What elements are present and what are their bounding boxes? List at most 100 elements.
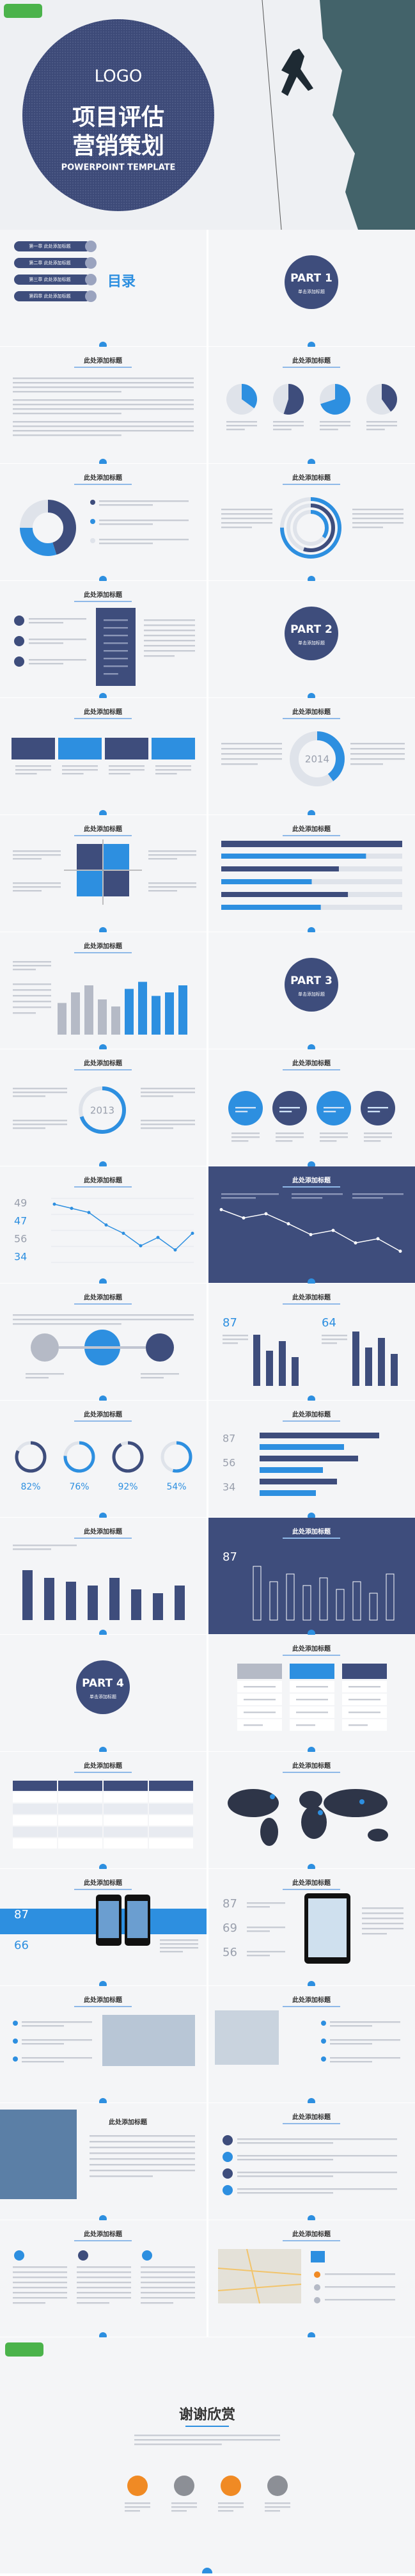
slide-title: 此处添加标题 [292, 2113, 331, 2121]
text-placeholder [29, 622, 63, 624]
slide-title: 此处添加标题 [292, 473, 331, 482]
social-icon [174, 2476, 194, 2496]
table-cell [13, 1815, 57, 1825]
text-placeholder [221, 1197, 256, 1199]
agenda-text: 第三章 此处添加标题 [29, 276, 70, 282]
slide-title: 此处添加标题 [84, 473, 123, 482]
continent [228, 1789, 279, 1817]
ring-center: 2013 [90, 1105, 114, 1117]
bar [386, 1573, 395, 1621]
bar [178, 985, 187, 1035]
text-placeholder [13, 408, 194, 410]
text-placeholder [99, 500, 189, 502]
text-placeholder [144, 635, 195, 637]
slide-title: 此处添加标题 [84, 1410, 123, 1419]
bullet [13, 2056, 18, 2062]
text-placeholder [247, 1951, 285, 1953]
agenda-item [14, 274, 91, 285]
continent [301, 1806, 327, 1839]
text-placeholder [13, 965, 51, 967]
text-placeholder [247, 1930, 270, 1932]
text-placeholder [22, 2025, 64, 2027]
figure: 87 [223, 1433, 235, 1445]
subtitle-placeholder [283, 2123, 340, 2124]
text-placeholder [144, 619, 195, 621]
figure: 64 [322, 1316, 336, 1330]
text-placeholder [237, 2138, 397, 2140]
text-placeholder [352, 522, 403, 524]
slide: 此处添加标题 [208, 464, 415, 584]
slide: 此处添加标题 [0, 581, 207, 701]
matrix-cell [77, 871, 102, 896]
text-placeholder [320, 421, 350, 423]
icon [142, 2250, 152, 2261]
table-cell [58, 1781, 102, 1791]
block [12, 738, 55, 759]
subtitle-placeholder [74, 1420, 132, 1422]
text-placeholder [155, 773, 177, 775]
text-placeholder [160, 1943, 198, 1945]
text-placeholder [26, 1377, 49, 1379]
text-placeholder [279, 1107, 300, 1109]
icon [14, 636, 24, 646]
text-placeholder [13, 1124, 67, 1125]
title-underline [185, 2426, 229, 2427]
part-circle [285, 958, 338, 1012]
agenda-text: 第二章 此处添加标题 [29, 260, 70, 266]
matrix-cell [77, 844, 102, 870]
bar [153, 1593, 163, 1620]
ring-arc [161, 1441, 192, 1473]
text-placeholder [148, 850, 196, 852]
table-cell [149, 1792, 193, 1802]
matrix-cell [104, 844, 129, 870]
figure: 66 [14, 1939, 29, 1952]
slide: 此处添加标题 [208, 1166, 415, 1286]
text-placeholder [352, 1193, 403, 1195]
line-point [354, 1241, 357, 1244]
text-placeholder [90, 2170, 195, 2172]
cover-title: 营销策划 [72, 133, 164, 159]
subtitle-placeholder [283, 1303, 340, 1305]
text-placeholder [134, 2444, 222, 2445]
text-placeholder [352, 527, 383, 529]
brand-badge [4, 4, 42, 18]
bar [125, 989, 134, 1035]
social-icon [221, 2476, 241, 2496]
list-number [223, 2135, 233, 2145]
value-label: 76% [69, 1482, 89, 1492]
progress-bar [221, 866, 339, 871]
bar [71, 992, 80, 1035]
text-placeholder [13, 434, 121, 436]
text-placeholder [148, 886, 196, 888]
slide-title: 此处添加标题 [292, 1293, 331, 1301]
bar [84, 985, 93, 1035]
bar [253, 1566, 262, 1621]
text-placeholder [13, 1319, 194, 1321]
bar [22, 1570, 33, 1620]
text-placeholder [226, 429, 245, 431]
text-placeholder [362, 1933, 387, 1935]
text-placeholder [90, 2152, 195, 2154]
text-placeholder [13, 391, 121, 393]
slide-title: 此处添加标题 [84, 1879, 123, 1887]
text-placeholder [320, 1133, 348, 1134]
text-placeholder [29, 659, 86, 661]
block [105, 738, 148, 759]
text-placeholder [352, 1197, 383, 1199]
text-placeholder [362, 1923, 403, 1925]
text-placeholder [218, 2506, 244, 2508]
slide: 此处添加标题 [0, 2220, 207, 2340]
ending-bg [0, 2337, 415, 2573]
bar [66, 1582, 76, 1620]
map-image [218, 2249, 301, 2303]
part-subtitle: 单击添加标题 [298, 640, 325, 646]
text-placeholder [13, 382, 194, 384]
text-placeholder [29, 642, 63, 644]
bullet [90, 538, 95, 543]
text-placeholder [221, 518, 272, 520]
part-circle [285, 607, 338, 660]
hbar [260, 1444, 344, 1450]
text-placeholder [160, 1951, 183, 1953]
text-placeholder [273, 425, 304, 427]
